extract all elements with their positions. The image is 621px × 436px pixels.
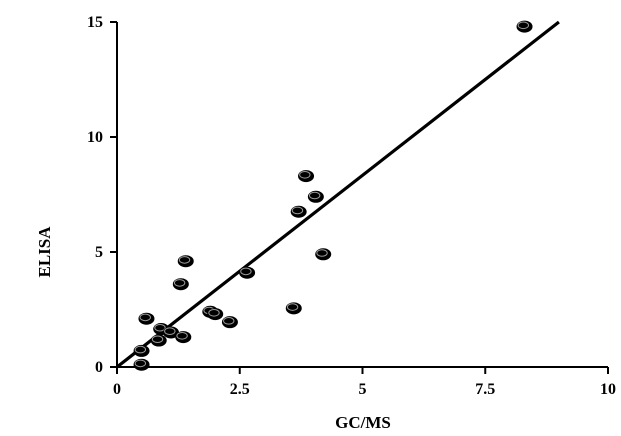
data-point [150, 334, 167, 347]
x-tick-label: 7.5 [475, 381, 495, 398]
data-point [172, 278, 189, 291]
x-axis-ticks: 0 2.5 5 7.5 10 [113, 367, 616, 398]
regression-line [116, 20, 560, 369]
data-point [298, 170, 315, 183]
data-point [290, 205, 307, 218]
data-point [516, 20, 533, 33]
x-tick-label: 10 [600, 381, 616, 398]
plot-frame [111, 22, 608, 373]
x-tick-label: 5 [359, 381, 367, 398]
y-tick-label: 10 [87, 129, 103, 146]
data-point [307, 190, 324, 203]
data-point [221, 316, 238, 329]
fit-line [116, 20, 560, 369]
data-point [175, 331, 192, 344]
y-tick-label: 5 [95, 244, 103, 261]
y-tick-label: 15 [87, 14, 103, 31]
data-point [133, 344, 150, 357]
data-point [285, 302, 302, 315]
data-point [133, 358, 150, 371]
data-points [133, 20, 533, 371]
data-point [138, 312, 155, 325]
x-tick-label: 0 [113, 381, 121, 398]
y-axis-title: ELISA [35, 226, 54, 278]
data-point [177, 255, 194, 268]
data-point [207, 308, 224, 321]
data-point [315, 248, 332, 261]
x-axis-title: GC/MS [335, 413, 391, 432]
data-point [239, 266, 256, 279]
y-axis-ticks: 0 5 10 15 [87, 14, 117, 376]
y-tick-label: 0 [95, 359, 103, 376]
x-tick-label: 2.5 [230, 381, 250, 398]
